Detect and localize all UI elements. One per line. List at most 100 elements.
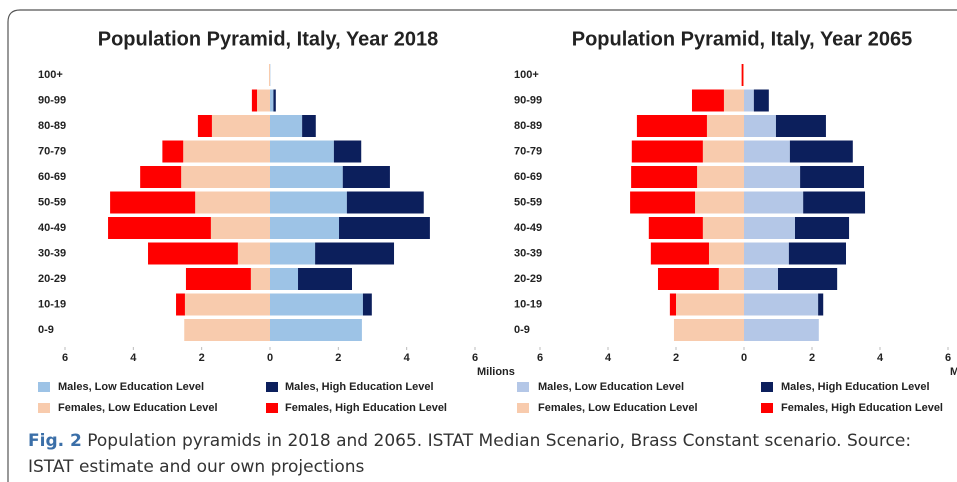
bar-segment: [744, 268, 778, 290]
bar-segment: [342, 166, 390, 188]
bar-segment: [270, 319, 362, 341]
x-tick-label: 6: [472, 352, 478, 364]
bar-segment: [270, 293, 363, 316]
y-tick-label: 70-79: [514, 145, 542, 157]
bar-segment: [268, 64, 270, 86]
bar-segment: [185, 268, 251, 290]
bar-segment: [257, 89, 270, 112]
legend-swatch: [38, 403, 50, 413]
bar-segment: [744, 293, 819, 316]
y-tick-label: 20-29: [514, 273, 542, 285]
legend-label: Females, Low Education Level: [538, 402, 698, 414]
bar-segment: [778, 268, 838, 290]
bar-segment: [250, 268, 270, 290]
x-tick-label: 4: [130, 352, 137, 364]
caption-text: Population pyramids in 2018 and 2065. IS…: [28, 431, 912, 477]
bar-segment: [744, 89, 754, 112]
bar-segment: [630, 191, 696, 214]
bar-segment: [691, 89, 724, 112]
bar-segment: [744, 242, 789, 265]
legend-swatch: [517, 403, 529, 413]
bar-segment: [184, 319, 270, 341]
x-tick-label: 4: [605, 352, 612, 364]
bar-segment: [210, 217, 270, 239]
bar-segment: [339, 217, 430, 239]
y-tick-label: 40-49: [514, 222, 542, 234]
bar-segment: [184, 293, 270, 316]
bar-segment: [270, 191, 347, 214]
bar-segment: [744, 115, 776, 137]
bar-segment: [636, 115, 707, 137]
bar-segment: [270, 89, 274, 112]
bar-segment: [702, 217, 744, 239]
bar-segment: [237, 242, 270, 265]
legend-swatch: [517, 382, 529, 392]
bar-segment: [744, 166, 801, 188]
chart-title: Population Pyramid, Italy, Year 2065: [572, 28, 913, 50]
bar-segment: [673, 319, 744, 341]
x-tick-label: 4: [877, 352, 884, 364]
legend-label: Males, Low Education Level: [58, 381, 204, 393]
bar-segment: [211, 115, 270, 137]
bar-segment: [718, 268, 744, 290]
y-tick-label: 90-99: [514, 94, 542, 106]
y-tick-label: 100+: [514, 69, 539, 81]
bar-segment: [110, 191, 196, 214]
bar-segment: [803, 191, 866, 214]
bar-segment: [743, 64, 744, 86]
bar-segment: [362, 293, 372, 316]
legend-swatch: [266, 403, 278, 413]
bar-segment: [697, 166, 744, 188]
bar-segment: [800, 166, 865, 188]
bar-segment: [176, 293, 185, 316]
y-tick-label: 0-9: [514, 324, 530, 336]
chart-title: Population Pyramid, Italy, Year 2018: [98, 28, 439, 50]
legend-swatch: [266, 382, 278, 392]
bar-segment: [753, 89, 769, 112]
bar-segment: [140, 166, 182, 188]
y-tick-label: 90-99: [38, 94, 66, 106]
y-tick-label: 10-19: [514, 298, 542, 310]
bar-segment: [744, 319, 819, 341]
legend-label: Females, Low Education Level: [58, 402, 218, 414]
x-axis-label: Milions: [477, 366, 515, 378]
bar-segment: [818, 293, 824, 316]
bar-segment: [650, 242, 709, 265]
y-tick-label: 70-79: [38, 145, 66, 157]
bar-segment: [744, 191, 804, 214]
bar-segment: [270, 140, 334, 163]
bar-segment: [148, 242, 238, 265]
bar-segment: [657, 268, 719, 290]
y-tick-label: 50-59: [38, 196, 66, 208]
bar-segment: [270, 268, 299, 290]
bar-segment: [676, 293, 744, 316]
bar-segment: [162, 140, 184, 163]
bar-segment: [181, 166, 270, 188]
y-tick-label: 50-59: [514, 196, 542, 208]
y-tick-label: 80-89: [38, 120, 66, 132]
legend-label: Males, High Education Level: [781, 381, 930, 393]
bar-segment: [270, 115, 303, 137]
bar-segment: [108, 217, 211, 239]
x-tick-label: 6: [945, 352, 951, 364]
bar-segment: [741, 64, 744, 86]
bar-segment: [195, 191, 270, 214]
bar-segment: [315, 242, 395, 265]
legend-swatch: [38, 382, 50, 392]
x-axis-label: Milions: [950, 366, 957, 378]
caption: Fig. 2 Population pyramids in 2018 and 2…: [28, 428, 943, 480]
x-tick-label: 4: [404, 352, 411, 364]
bar-segment: [302, 115, 316, 137]
bar-segment: [744, 140, 790, 163]
y-tick-label: 0-9: [38, 324, 54, 336]
bar-segment: [708, 242, 744, 265]
bar-segment: [702, 140, 744, 163]
bar-segment: [333, 140, 362, 163]
legend-label: Males, Low Education Level: [538, 381, 684, 393]
bar-segment: [346, 191, 424, 214]
bar-segment: [723, 89, 744, 112]
legend-swatch: [761, 403, 773, 413]
bar-segment: [270, 217, 340, 239]
